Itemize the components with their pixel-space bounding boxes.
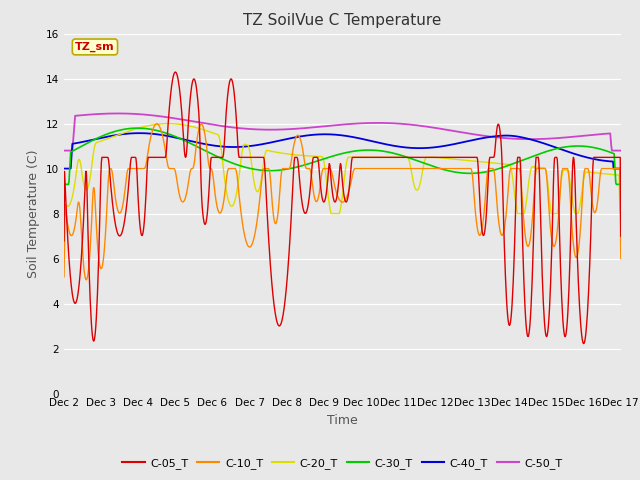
C-10_T xyxy=(495,223,503,229)
C-40_T xyxy=(505,133,513,139)
C-05_T xyxy=(60,238,68,244)
Text: TZ_sm: TZ_sm xyxy=(75,42,115,52)
C-20_T xyxy=(495,161,502,167)
Line: C-10_T: C-10_T xyxy=(64,124,621,280)
Title: TZ SoilVue C Temperature: TZ SoilVue C Temperature xyxy=(243,13,442,28)
Legend: C-05_T, C-10_T, C-20_T, C-30_T, C-40_T, C-50_T: C-05_T, C-10_T, C-20_T, C-30_T, C-40_T, … xyxy=(118,453,567,473)
C-05_T xyxy=(443,155,451,160)
C-40_T xyxy=(60,166,68,171)
C-20_T xyxy=(505,162,513,168)
C-05_T xyxy=(505,321,513,327)
C-40_T xyxy=(443,143,451,148)
C-40_T xyxy=(617,166,625,171)
C-50_T xyxy=(495,135,502,141)
C-50_T xyxy=(443,127,451,132)
C-50_T xyxy=(114,110,122,116)
C-10_T xyxy=(307,168,314,173)
C-10_T xyxy=(153,121,161,127)
C-10_T xyxy=(60,274,68,280)
C-20_T xyxy=(286,151,294,157)
C-20_T xyxy=(117,131,125,137)
C-50_T xyxy=(118,110,125,116)
Line: C-05_T: C-05_T xyxy=(64,72,621,344)
C-50_T xyxy=(60,148,68,154)
C-20_T xyxy=(164,121,172,127)
Y-axis label: Soil Temperature (C): Soil Temperature (C) xyxy=(28,149,40,278)
C-30_T xyxy=(60,181,68,187)
C-20_T xyxy=(443,156,451,161)
C-05_T xyxy=(306,190,314,195)
C-40_T xyxy=(117,132,125,137)
C-10_T xyxy=(118,208,125,214)
Line: C-50_T: C-50_T xyxy=(64,113,621,151)
C-20_T xyxy=(617,211,625,216)
C-20_T xyxy=(306,153,314,159)
C-50_T xyxy=(505,135,513,141)
C-30_T xyxy=(443,168,451,173)
C-05_T xyxy=(580,341,588,347)
C-40_T xyxy=(495,133,502,139)
Line: C-20_T: C-20_T xyxy=(64,124,621,214)
C-30_T xyxy=(505,162,513,168)
C-05_T xyxy=(495,122,502,128)
C-40_T xyxy=(306,132,314,138)
C-10_T xyxy=(444,166,451,171)
C-10_T xyxy=(506,172,513,178)
C-30_T xyxy=(306,160,314,166)
C-50_T xyxy=(286,126,294,132)
C-30_T xyxy=(117,127,125,133)
C-05_T xyxy=(117,232,125,238)
C-20_T xyxy=(60,211,68,216)
C-30_T xyxy=(286,166,294,171)
C-30_T xyxy=(495,166,502,171)
C-05_T xyxy=(286,240,294,245)
C-05_T xyxy=(617,233,625,239)
C-10_T xyxy=(83,277,90,283)
C-10_T xyxy=(287,163,294,169)
C-40_T xyxy=(136,130,143,136)
X-axis label: Time: Time xyxy=(327,414,358,427)
C-10_T xyxy=(617,256,625,262)
Line: C-40_T: C-40_T xyxy=(64,133,621,168)
C-05_T xyxy=(172,69,179,75)
C-40_T xyxy=(286,135,294,141)
C-30_T xyxy=(617,181,625,187)
C-30_T xyxy=(134,125,141,131)
C-50_T xyxy=(617,148,625,154)
Line: C-30_T: C-30_T xyxy=(64,128,621,184)
C-50_T xyxy=(306,125,314,131)
